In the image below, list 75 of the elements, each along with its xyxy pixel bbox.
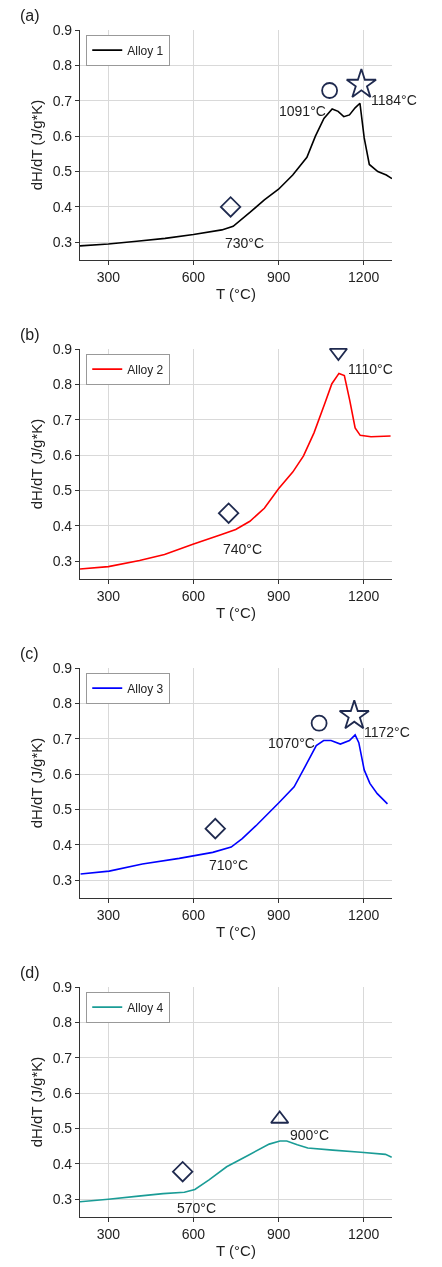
y-tick-label: 0.9	[52, 978, 73, 995]
y-tick-label: 0.9	[52, 21, 73, 38]
line-series	[80, 1140, 392, 1203]
y-tick-label: 0.7	[52, 92, 73, 109]
x-axis-title: T (°C)	[216, 922, 256, 940]
y-tick-label: 0.5	[52, 482, 73, 499]
x-tick-label: 600	[181, 268, 206, 285]
y-tick-label: 0.3	[52, 553, 73, 570]
x-axis-title: T (°C)	[216, 284, 256, 302]
chart-title: (c)	[20, 645, 39, 662]
chart-title: (b)	[20, 326, 40, 343]
point	[204, 817, 226, 840]
y-tick-label: 0.3	[52, 234, 73, 251]
x-tick-label: 300	[96, 587, 121, 604]
x-tick-label: 300	[96, 1225, 121, 1242]
y-tick-label: 0.5	[52, 801, 73, 818]
y-axis-title: dH/dT (J/g*K)	[27, 99, 45, 191]
chart-title: (a)	[20, 7, 40, 24]
x-tick-label: 1200	[348, 587, 380, 604]
y-tick-label: 0.5	[52, 1120, 73, 1137]
y-axis-title: dH/dT (J/g*K)	[27, 1056, 45, 1148]
y-tick-label: 0.9	[52, 340, 73, 357]
x-tick-label: 900	[266, 268, 291, 285]
x-tick-label: 1200	[348, 1225, 380, 1242]
annotation: 1091°C	[279, 103, 326, 119]
y-tick-label: 0.7	[52, 730, 73, 747]
y-tick-label: 0.6	[52, 1085, 73, 1102]
annotation: 1070°C	[268, 735, 315, 751]
x-tick-label: 1200	[348, 906, 380, 923]
y-tick-label: 0.4	[52, 836, 73, 853]
legend-label: Alloy 3	[127, 681, 164, 696]
x-tick-label: 900	[266, 587, 291, 604]
x-tick-label: 600	[181, 587, 206, 604]
x-tick-label: 600	[181, 906, 206, 923]
annotation: 730°C	[225, 235, 265, 251]
x-tick-label: 300	[96, 906, 121, 923]
annotation: 1172°C	[364, 724, 410, 740]
x-tick-label: 600	[181, 1225, 206, 1242]
y-tick-label: 0.4	[52, 1155, 73, 1172]
x-axis-title: T (°C)	[216, 1241, 256, 1259]
y-axis-title: dH/dT (J/g*K)	[27, 418, 45, 510]
point	[310, 714, 328, 732]
legend-label: Alloy 4	[127, 1000, 164, 1015]
y-tick-label: 0.3	[52, 1191, 73, 1208]
annotation: 740°C	[223, 541, 263, 557]
y-tick-label: 0.4	[52, 198, 73, 215]
y-tick-label: 0.9	[52, 659, 73, 676]
y-tick-label: 0.7	[52, 411, 73, 428]
y-tick-label: 0.6	[52, 766, 73, 783]
y-tick-label: 0.8	[52, 1014, 73, 1031]
point	[219, 196, 242, 218]
x-tick-label: 900	[266, 906, 291, 923]
annotation: 1184°C	[371, 92, 417, 108]
point	[321, 82, 338, 99]
y-tick-label: 0.5	[52, 163, 73, 180]
x-tick-label: 300	[96, 268, 121, 285]
y-tick-label: 0.6	[52, 447, 73, 464]
y-tick-label: 0.8	[52, 376, 73, 393]
y-axis-title: dH/dT (J/g*K)	[27, 737, 45, 829]
annotation: 570°C	[177, 1200, 217, 1216]
annotation: 710°C	[209, 857, 249, 873]
y-tick-label: 0.8	[52, 57, 73, 74]
x-tick-label: 900	[266, 1225, 291, 1242]
y-tick-label: 0.3	[52, 872, 73, 889]
y-tick-label: 0.7	[52, 1049, 73, 1066]
chart-title: (d)	[20, 964, 40, 981]
y-tick-label: 0.6	[52, 128, 73, 145]
y-tick-label: 0.8	[52, 695, 73, 712]
y-tick-label: 0.4	[52, 517, 73, 534]
annotation: 1110°C	[348, 361, 393, 377]
x-tick-label: 1200	[348, 268, 380, 285]
legend-label: Alloy 2	[127, 362, 164, 377]
x-axis-title: T (°C)	[216, 603, 256, 621]
legend-label: Alloy 1	[127, 43, 164, 58]
annotation: 900°C	[290, 1127, 330, 1143]
